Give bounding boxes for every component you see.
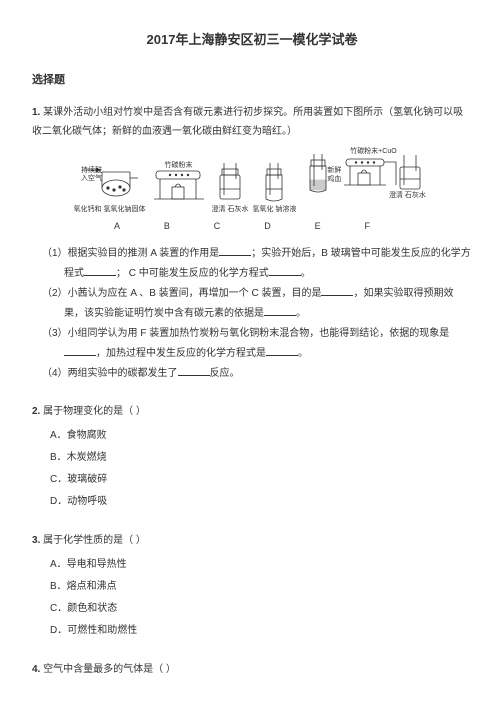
q1-sub2: （2）小茜认为应在 A 、B 装置间，再增加一个 C 装置，目的是，如果实验取得… — [42, 284, 472, 324]
sub-text: 小组同学认为用 F 装置加热竹炭粉与氧化铜粉末混合物，也能得到结论，依据的现象是 — [68, 328, 450, 339]
q3-num: 3. — [32, 535, 40, 546]
label-lime2: 澄清 石灰水 — [389, 192, 426, 200]
label-air: 持续鼓 入空气 — [80, 167, 104, 184]
q3-text: 属于化学性质的是（ ） — [43, 535, 146, 546]
blank — [64, 346, 96, 356]
q4-num: 4. — [32, 664, 40, 675]
letter-d: D — [264, 218, 271, 234]
blank — [269, 266, 301, 276]
apparatus-a: 持续鼓 入空气 氧化钙和 氢氧化钠固体 — [74, 158, 146, 214]
q3-opt-a: A．导电和导热性 — [50, 554, 472, 576]
question-4: 4. 空气中含量最多的气体是（ ） — [32, 660, 472, 679]
q2-num: 2. — [32, 406, 40, 417]
question-3: 3. 属于化学性质的是（ ） A．导电和导热性 B．熔点和沸点 C．颜色和状态 … — [32, 531, 472, 642]
letter-b: B — [164, 218, 170, 234]
q4-text: 空气中含量最多的气体是（ ） — [43, 664, 176, 675]
q1-subs: （1）根据实验目的推测 A 装置的作用是；实验开始后，B 玻璃管中可能发生反应的… — [42, 244, 472, 384]
blank — [264, 306, 296, 316]
sub-text: 。 — [296, 308, 306, 319]
q2-options: A．食物腐败 B．木炭燃烧 C．玻璃破碎 D．动物呼吸 — [50, 425, 472, 513]
sub-num: （4） — [42, 368, 68, 379]
sub-text: 反应。 — [210, 368, 240, 379]
apparatus-d: 氢氧化 钠溶液 — [252, 159, 296, 214]
apparatus-f: 竹碳粉末+CuO 澄清 石灰水 — [340, 149, 430, 214]
letter-e: E — [315, 218, 321, 234]
sub-num: （2） — [42, 288, 68, 299]
blank — [219, 246, 251, 256]
q3-opt-c: C．颜色和状态 — [50, 598, 472, 620]
question-2: 2. 属于物理变化的是（ ） A．食物腐败 B．木炭燃烧 C．玻璃破碎 D．动物… — [32, 402, 472, 513]
apparatus-d-svg — [256, 159, 292, 205]
label-bamboo: 竹碳粉末 — [165, 162, 193, 170]
apparatus-diagram: 持续鼓 入空气 氧化钙和 氢氧化钠固体 竹碳粉末 — [32, 149, 472, 214]
label-naoh-cuo: 氧化钙和 氢氧化钠固体 — [74, 206, 146, 214]
q3-options: A．导电和导热性 B．熔点和沸点 C．颜色和状态 D．可燃性和助燃性 — [50, 554, 472, 642]
label-blood: 新鲜 鸡血 — [324, 167, 344, 184]
q2-opt-b: B．木炭燃烧 — [50, 447, 472, 469]
letter-c: C — [214, 218, 221, 234]
q1-text: 某课外活动小组对竹炭中是否含有碳元素进行初步探究。所用装置如下图所示（氢氧化钠可… — [32, 107, 463, 137]
q2-opt-a: A．食物腐败 — [50, 425, 472, 447]
label-naoh-sol: 氢氧化 钠溶液 — [252, 206, 296, 214]
blank — [266, 346, 298, 356]
apparatus-c: 澄清 石灰水 — [212, 159, 249, 214]
sub-text: ； C 中可能发生反应的化学方程式 — [116, 268, 269, 279]
q2-text: 属于物理变化的是（ ） — [43, 406, 146, 417]
sub-text: 小茜认为应在 A 、B 装置间，再增加一个 C 装置，目的是 — [68, 288, 322, 299]
apparatus-letters: A B C D E F — [92, 218, 432, 234]
sub-text: 。 — [301, 268, 311, 279]
sub-text: ，加热过程中发生反应的化学方程式是 — [96, 348, 266, 359]
question-1: 1. 某课外活动小组对竹炭中是否含有碳元素进行初步探究。所用装置如下图所示（氢氧… — [32, 103, 472, 384]
q1-sub3: （3）小组同学认为用 F 装置加热竹炭粉与氧化铜粉末混合物，也能得到结论，依据的… — [42, 324, 472, 364]
sub-num: （1） — [42, 248, 68, 259]
q4-stem: 4. 空气中含量最多的气体是（ ） — [32, 660, 472, 679]
q1-stem: 1. 某课外活动小组对竹炭中是否含有碳元素进行初步探究。所用装置如下图所示（氢氧… — [32, 103, 472, 141]
q1-num: 1. — [32, 107, 40, 118]
q3-stem: 3. 属于化学性质的是（ ） — [32, 531, 472, 550]
sub-text: 根据实验目的推测 A 装置的作用是 — [68, 248, 220, 259]
sub-num: （3） — [42, 328, 68, 339]
q1-sub4: （4）两组实验中的碳都发生了 反应。 — [42, 364, 472, 384]
blank — [84, 266, 116, 276]
apparatus-e: 新鲜 鸡血 — [300, 150, 336, 214]
exam-title: 2017年上海静安区初三一模化学试卷 — [32, 28, 472, 51]
q2-stem: 2. 属于物理变化的是（ ） — [32, 402, 472, 421]
sub-text: 两组实验中的碳都发生了 — [68, 368, 178, 379]
section-header: 选择题 — [32, 71, 472, 91]
apparatus-b: 竹碳粉末 — [150, 159, 208, 214]
letter-f: F — [365, 218, 371, 234]
q2-opt-d: D．动物呼吸 — [50, 491, 472, 513]
q3-opt-d: D．可燃性和助燃性 — [50, 620, 472, 642]
label-lime1: 澄清 石灰水 — [212, 206, 249, 214]
q2-opt-c: C．玻璃破碎 — [50, 469, 472, 491]
blank — [321, 286, 353, 296]
label-cuo: 竹碳粉末+CuO — [350, 148, 396, 156]
q1-sub1: （1）根据实验目的推测 A 装置的作用是；实验开始后，B 玻璃管中可能发生反应的… — [42, 244, 472, 284]
letter-a: A — [114, 218, 120, 234]
blank — [178, 366, 210, 376]
q3-opt-b: B．熔点和沸点 — [50, 576, 472, 598]
apparatus-c-svg — [212, 159, 248, 205]
sub-text: 。 — [298, 348, 308, 359]
